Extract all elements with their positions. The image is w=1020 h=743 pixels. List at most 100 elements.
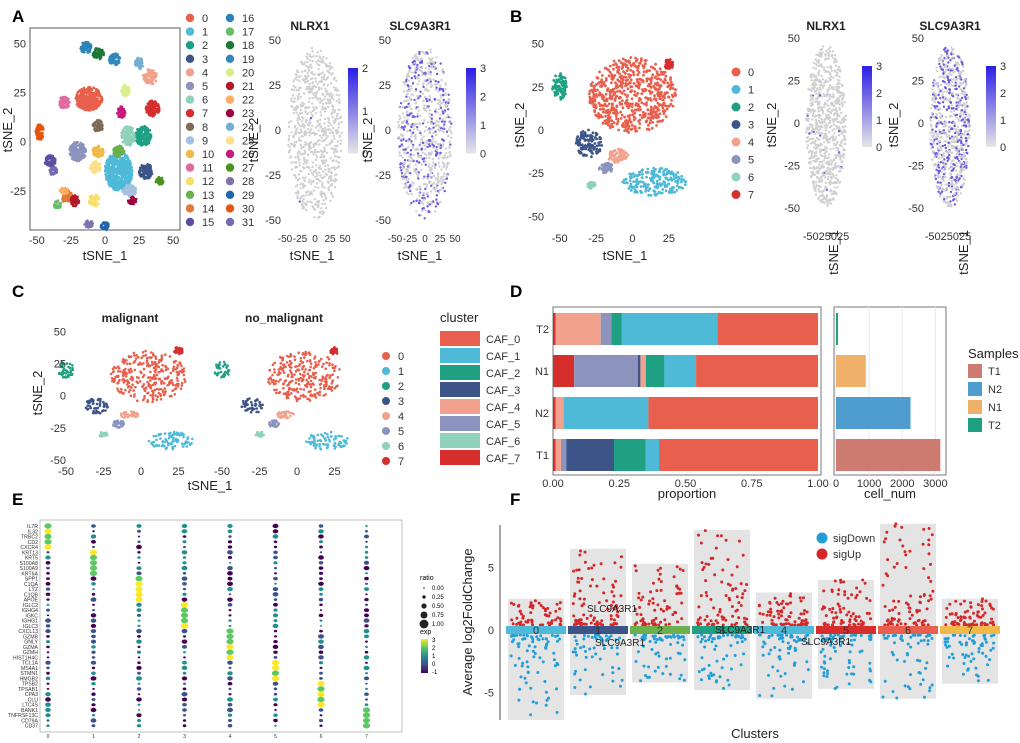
cluster-point [98,123,102,126]
expression-point [441,156,444,159]
expression-point [314,141,317,145]
expression-point [433,66,436,69]
expression-point [331,93,334,97]
expression-point [333,186,337,189]
cluster-point [129,168,132,171]
expression-point [407,75,411,78]
x-tick-label: 25 [324,234,336,245]
expression-point [399,133,403,136]
expression-point [318,64,321,67]
legend-swatch [225,109,235,118]
expression-point [424,144,427,147]
cluster-point [66,102,69,106]
expression-point [427,181,431,185]
cluster-point [75,102,79,106]
legend-label: 4 [202,67,208,79]
cluster-point [151,69,155,72]
cluster-point [90,198,93,202]
cluster-point [617,128,620,132]
cluster-point [150,81,153,85]
expression-point [304,151,307,154]
expression-point [315,182,318,185]
cluster-point [129,174,133,178]
expression-point [295,111,298,115]
legend-label: 21 [242,81,254,93]
expression-point [449,116,452,120]
x-tick-label: -25 [403,234,418,245]
expression-point [303,69,306,72]
cluster-point [129,130,133,134]
legend-label: 0 [202,13,208,25]
expression-point [405,95,408,99]
expression-point [336,156,340,159]
cluster-point [632,70,635,74]
expression-point [321,102,325,106]
cluster-point [97,94,100,98]
expression-point [307,68,310,71]
expression-point [450,136,453,140]
cluster-point [110,170,113,174]
expression-point [422,198,426,201]
cluster-point [92,124,96,128]
cluster-point [138,170,142,174]
cluster-point [647,123,650,127]
legend-swatch [185,204,195,213]
expression-point [440,128,443,132]
cluster-point [642,65,646,68]
expression-point [320,87,323,90]
cluster-point [86,105,90,109]
expression-point [306,127,310,131]
cluster-point [120,114,124,117]
cluster-point [78,148,81,151]
expression-point [338,108,341,112]
y-tick-label: -50 [265,215,281,227]
expression-point [294,156,297,159]
expression-point [404,148,407,151]
expression-point [310,128,313,131]
expression-point [403,83,407,86]
expression-point [312,180,315,183]
expression-point [431,164,434,168]
expression-point [399,102,403,105]
expression-point [326,83,329,87]
cluster-point [617,65,621,69]
cluster-point [604,114,607,118]
expression-point [301,182,304,185]
cluster-point [105,228,108,232]
expression-point [316,121,319,124]
expression-point [416,63,419,67]
expression-point [415,106,418,109]
cluster-point [606,88,609,92]
expression-point [442,126,446,129]
cluster-point [646,108,650,112]
cluster-point [142,73,145,77]
expression-point [325,143,328,147]
expression-point [299,143,302,147]
expression-point [338,101,341,105]
cluster-point [85,96,89,100]
expression-point [289,148,292,152]
expression-point [300,70,304,74]
expression-point [321,58,324,61]
legend-label: 8 [202,122,208,134]
y-tick-label: 0 [20,137,26,149]
cluster-point [599,85,602,88]
expression-point [323,117,327,121]
x-tick-label: 25 [434,234,446,245]
cluster-point [135,59,139,63]
expression-point [441,138,444,141]
cluster-point [104,164,107,168]
expression-point [435,146,438,149]
cluster-point [154,79,158,83]
cluster-point [50,168,54,172]
cluster-point [123,161,127,165]
cluster-point [597,81,601,84]
expression-point [308,82,312,86]
expression-point [407,84,410,88]
expression-point [439,93,442,97]
cluster-point [90,224,94,228]
expression-point [435,148,439,152]
x-tick-label: 0 [102,235,108,247]
cluster-point [108,184,112,188]
expression-point [406,129,409,133]
